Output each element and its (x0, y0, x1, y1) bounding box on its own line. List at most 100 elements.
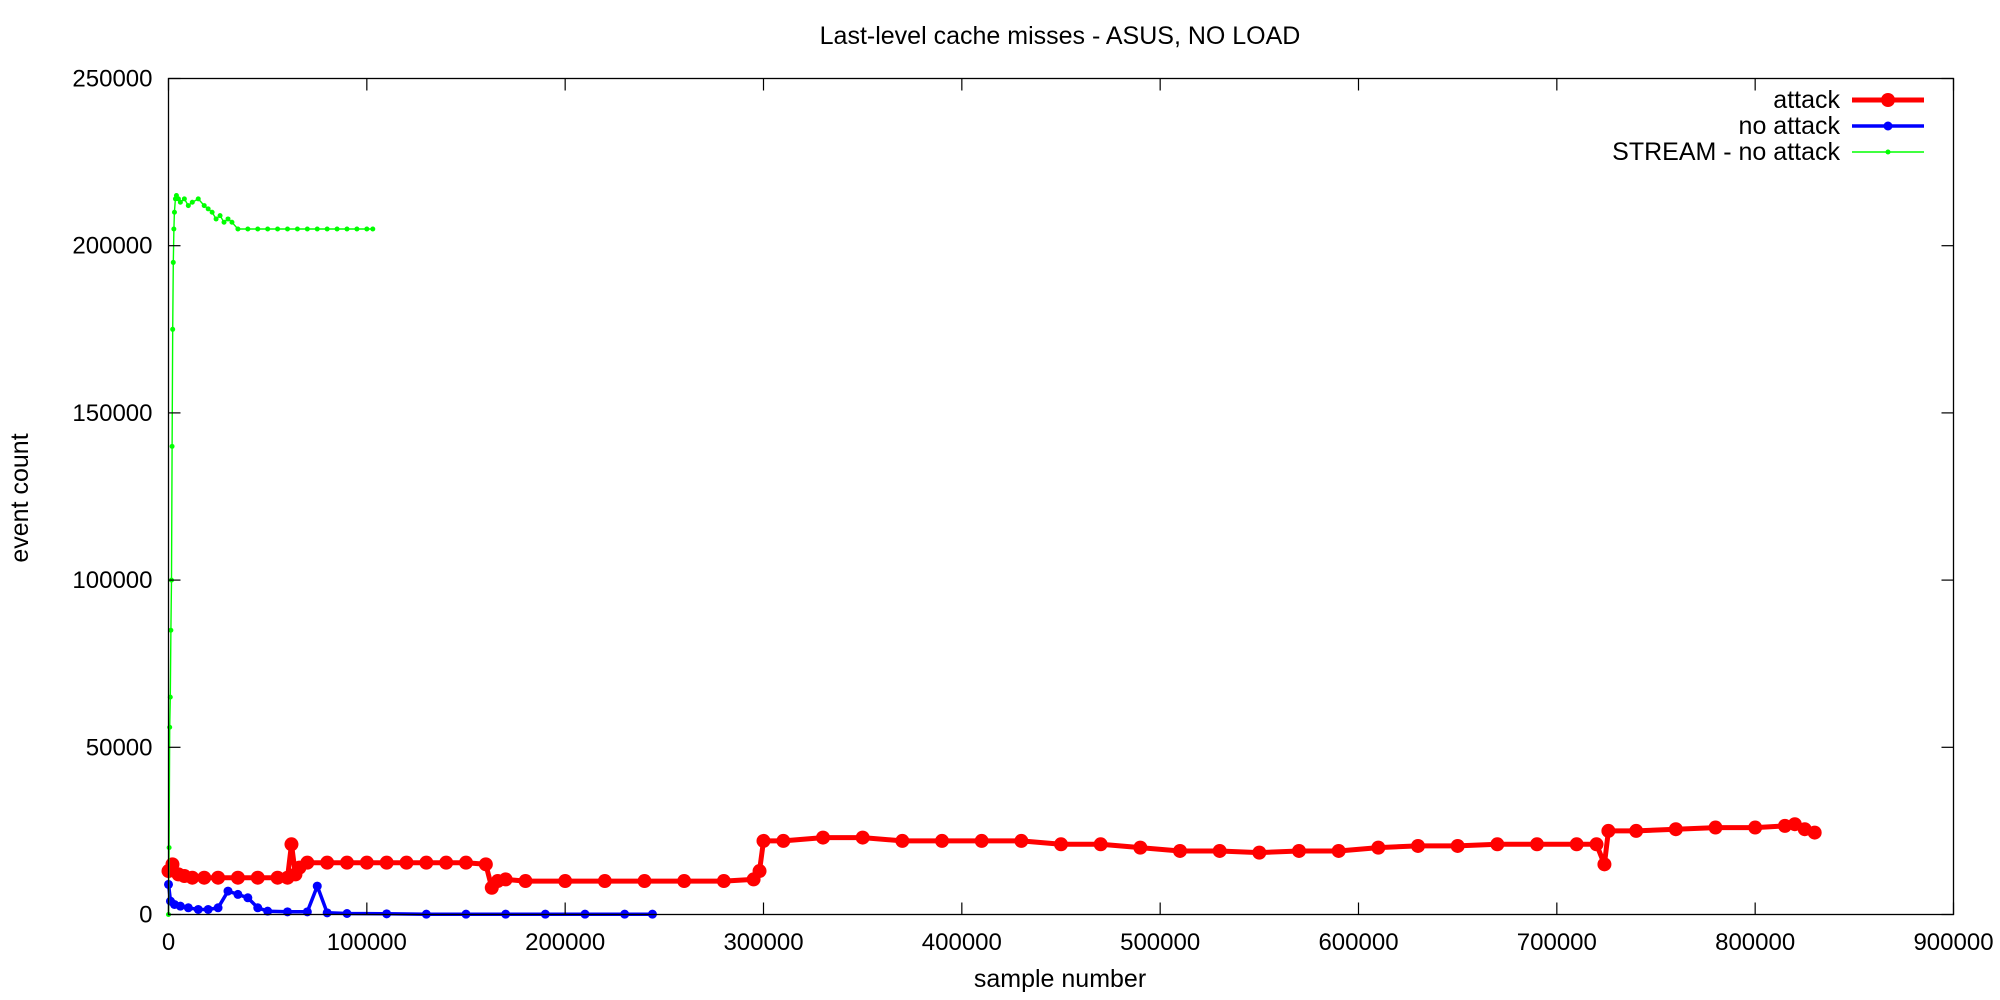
data-point (1292, 843, 1306, 858)
y-tick-label: 200000 (72, 233, 152, 260)
data-point (300, 855, 315, 870)
data-point (324, 226, 330, 232)
y-tick-label: 50000 (86, 734, 153, 761)
data-point (209, 209, 215, 215)
data-point (439, 855, 454, 870)
x-tick-label: 700000 (1517, 929, 1597, 956)
legend-swatch-marker (1883, 121, 1893, 131)
y-axis-title: event count (6, 433, 34, 562)
data-point (340, 855, 354, 870)
data-point (855, 830, 870, 845)
data-point (304, 226, 310, 232)
data-point (1748, 820, 1763, 835)
data-point (370, 226, 376, 232)
series-2 (166, 193, 376, 917)
data-point (183, 903, 193, 913)
data-point (225, 216, 231, 222)
data-point (419, 855, 434, 870)
data-point (1133, 840, 1148, 855)
data-point (171, 226, 177, 232)
series-1 (164, 879, 657, 919)
data-point (1450, 838, 1465, 853)
data-point (1490, 837, 1505, 852)
data-point (203, 904, 213, 914)
x-tick-label: 800000 (1715, 929, 1795, 956)
legend-label: attack (1773, 86, 1840, 114)
data-point (221, 219, 227, 225)
data-point (518, 874, 533, 889)
data-point (253, 903, 263, 913)
data-point (716, 874, 731, 889)
x-tick-label: 300000 (723, 929, 803, 956)
data-point (334, 226, 340, 232)
data-point (170, 326, 176, 332)
data-point (275, 226, 281, 232)
data-point (382, 909, 392, 919)
data-point (1331, 843, 1346, 858)
x-tick-label: 500000 (1120, 929, 1200, 956)
data-point (1371, 840, 1386, 855)
data-point (597, 874, 612, 889)
data-point (1054, 837, 1068, 852)
data-point (322, 908, 332, 918)
x-tick-label: 200000 (525, 929, 605, 956)
data-point (1173, 843, 1187, 858)
data-point (342, 908, 352, 918)
data-point (637, 874, 652, 889)
data-point (1093, 837, 1108, 852)
data-point (935, 833, 949, 848)
data-point (312, 881, 322, 891)
y-tick-label: 150000 (72, 400, 152, 427)
data-point (245, 226, 251, 232)
plot-frame (167, 77, 1955, 916)
data-point (169, 443, 175, 449)
data-point (1601, 823, 1616, 838)
data-point (974, 833, 989, 848)
legend-label: no attack (1739, 112, 1841, 140)
data-point (243, 893, 253, 903)
data-point (171, 209, 177, 215)
data-point (756, 833, 771, 848)
data-point (677, 874, 692, 889)
data-point (250, 870, 265, 885)
data-point (1252, 845, 1267, 860)
data-point (816, 830, 830, 845)
data-point (185, 203, 191, 209)
data-point (459, 855, 473, 870)
data-point (170, 259, 176, 265)
data-point (193, 904, 203, 914)
data-point (213, 903, 223, 913)
data-point (1629, 823, 1644, 838)
data-point (354, 226, 360, 232)
data-point (359, 855, 374, 870)
data-point (344, 226, 350, 232)
data-point (185, 870, 200, 885)
data-point (181, 196, 187, 202)
data-point (1530, 837, 1544, 852)
x-tick-label: 900000 (1913, 929, 1993, 956)
x-tick-label: 100000 (327, 929, 407, 956)
data-point (213, 216, 219, 222)
y-tick-label: 0 (139, 902, 152, 929)
data-point (197, 870, 212, 885)
data-point (752, 864, 767, 879)
series-0 (161, 817, 1822, 895)
series-line (167, 194, 373, 915)
x-tick-label: 600000 (1318, 929, 1398, 956)
data-point (177, 199, 183, 205)
data-point (558, 874, 573, 889)
data-point (270, 870, 285, 885)
data-point (314, 226, 320, 232)
data-point (189, 199, 195, 205)
data-point (284, 837, 299, 852)
data-point (263, 906, 273, 916)
series-layer (161, 193, 1822, 919)
data-point (233, 889, 243, 899)
data-point (285, 226, 290, 232)
data-point (379, 855, 394, 870)
data-point (1212, 843, 1227, 858)
x-axis-title: sample number (974, 965, 1146, 993)
legend-swatch-marker (1885, 149, 1891, 155)
